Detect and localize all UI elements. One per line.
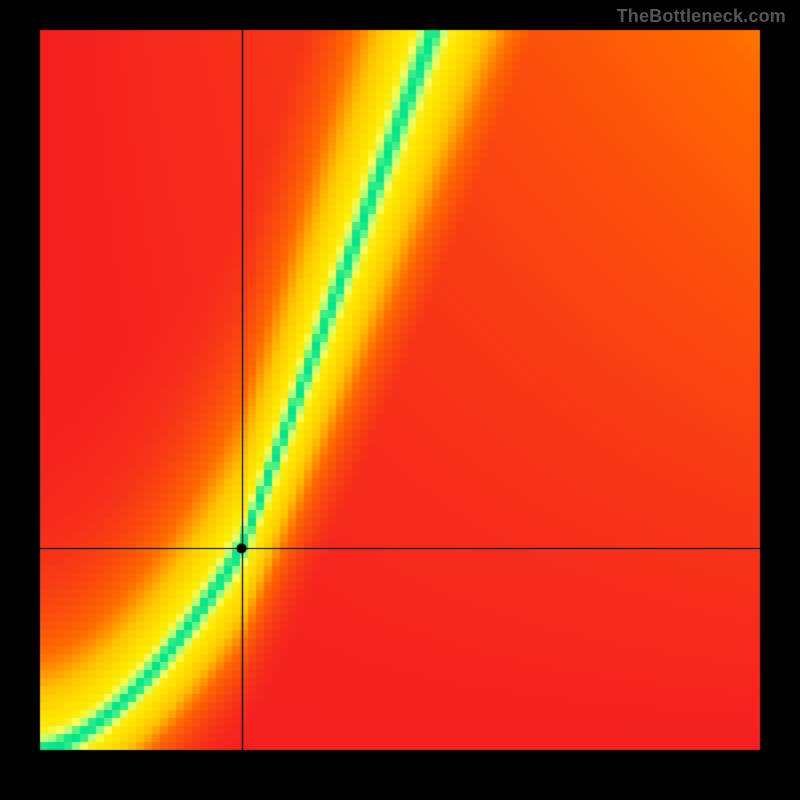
watermark: TheBottleneck.com: [617, 6, 786, 27]
crosshair-overlay: [0, 0, 800, 800]
